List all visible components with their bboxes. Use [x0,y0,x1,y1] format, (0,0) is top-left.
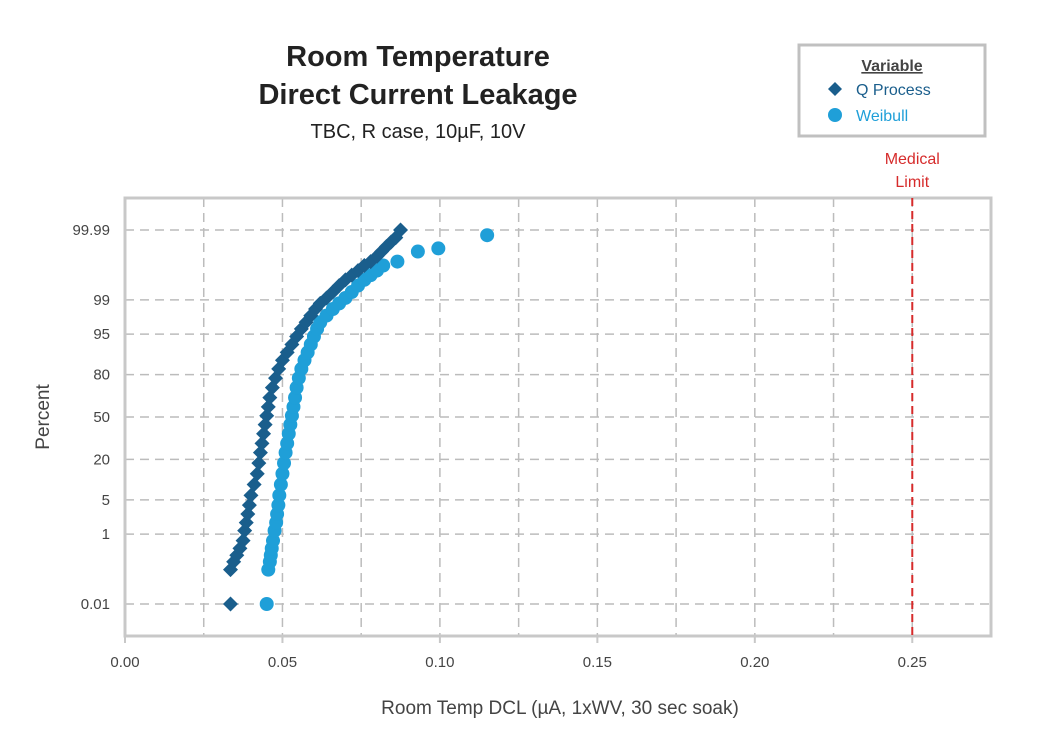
x-tick-label: 0.10 [425,654,454,671]
x-tick-label: 0.15 [583,654,612,671]
x-tick-label: 0.20 [740,654,769,671]
y-tick-label: 80 [93,367,110,384]
chart-title-line2: Direct Current Leakage [258,79,577,111]
x-axis-label: Room Temp DCL (µA, 1xWV, 30 sec soak) [381,698,739,719]
point-weibull [259,597,274,611]
y-axis-label: Percent [33,384,54,450]
point-weibull [376,258,391,273]
legend-diamond-icon [828,82,842,96]
plot-frame [123,196,993,638]
grid [125,198,991,636]
point-q-process [249,466,265,482]
legend-circle-icon [828,108,842,122]
legend-entry-q-process: Q Process [856,82,931,99]
legend-title: Variable [861,58,922,75]
data-points [222,222,495,612]
point-weibull [272,488,287,503]
point-q-process [256,426,272,442]
point-weibull [273,477,288,492]
y-tick-label: 20 [93,451,110,468]
medical-limit-label-line1: Medical [885,151,940,168]
x-tick-label: 0.25 [898,654,927,671]
legend-entry-weibull: Weibull [856,108,908,125]
point-q-process [251,455,267,471]
tick-labels: 0.00 0.05 0.10 0.15 0.20 0.25 0.01 1 5 20 50 80 95 99… [72,222,926,671]
point-weibull [410,244,425,259]
point-q-process [235,533,251,549]
legend: Variable Q Process Weibull [797,43,987,138]
point-q-process [240,506,256,522]
point-q-process [241,497,257,513]
point-weibull [277,456,292,471]
x-tick-label: 0.00 [110,654,139,671]
chart-title-line1: Room Temperature [286,41,550,73]
point-weibull [480,228,495,243]
medical-limit-label-line2: Limit [895,174,929,191]
point-q-process [393,222,409,238]
point-weibull [431,241,446,256]
x-tick-label: 0.05 [268,654,297,671]
point-q-process [243,487,259,503]
point-q-process [363,254,379,270]
point-q-process [260,399,276,415]
y-tick-label: 99.99 [72,222,110,239]
point-weibull [390,254,405,269]
y-tick-label: 0.01 [81,596,110,613]
point-q-process [252,445,268,461]
y-tick-label: 5 [102,492,110,509]
chart-subtitle: TBC, R case, 10µF, 10V [311,121,527,143]
point-q-process [246,477,262,493]
y-tick-label: 99 [93,292,110,309]
point-q-process [254,435,270,451]
y-tick-label: 1 [102,526,110,543]
y-tick-label: 50 [93,409,110,426]
point-weibull [275,466,290,481]
point-q-process [222,596,238,612]
y-tick-label: 95 [93,326,110,343]
